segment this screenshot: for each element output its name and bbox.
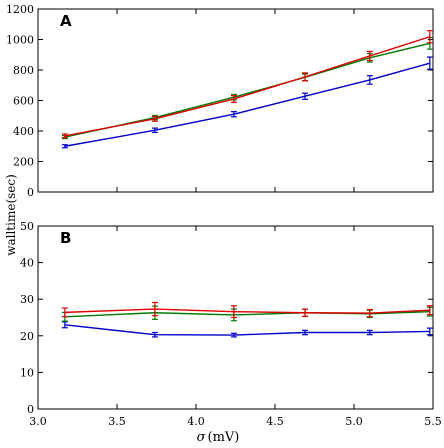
panel-B: 0 10 20 30 40 50 3.0 3.5 4.0 4.5 5.0 5.5 B [20, 220, 442, 428]
series-line-red [64, 308, 430, 314]
plot-frame [37, 225, 434, 410]
y-tick-label: 600 [13, 95, 34, 108]
plot-frame [37, 8, 434, 193]
y-tick-label: 40 [20, 257, 34, 270]
x-tick-label: 5.0 [345, 415, 363, 428]
x-axis-unit: (mV) [208, 430, 240, 445]
series-line-blue [64, 324, 430, 336]
y-tick-label: 400 [13, 125, 34, 138]
x-axis-symbol: σ [197, 430, 207, 445]
panel-A: 0 200 400 600 800 1000 1200 A [6, 3, 434, 199]
y-tick-label: 1000 [6, 34, 34, 47]
y-tick-label: 50 [20, 220, 34, 233]
series-line-red [64, 36, 431, 137]
series-line-green [64, 42, 431, 138]
y-tick-label: 800 [13, 64, 34, 77]
panel-letter: B [60, 229, 71, 247]
panel-letter: A [60, 12, 72, 30]
x-tick-label: 4.0 [187, 415, 205, 428]
y-tick-label: 0 [27, 186, 34, 199]
y-tick-label: 30 [20, 293, 34, 306]
series-line-blue [64, 62, 431, 147]
y-tick-label: 20 [20, 330, 34, 343]
y-tick-label: 10 [20, 366, 34, 379]
y-axis-label: walltime(sec) [4, 174, 18, 256]
x-tick-label: 4.5 [266, 415, 284, 428]
x-tick-label: 5.5 [424, 415, 442, 428]
x-axis-label: σ (mV) [197, 430, 240, 445]
y-tick-label: 1200 [6, 3, 34, 16]
y-tick-label: 0 [27, 403, 34, 416]
series-line-green [64, 310, 430, 318]
x-tick-label: 3.0 [29, 415, 47, 428]
x-tick-label: 3.5 [108, 415, 126, 428]
y-tick-label: 200 [13, 156, 34, 169]
